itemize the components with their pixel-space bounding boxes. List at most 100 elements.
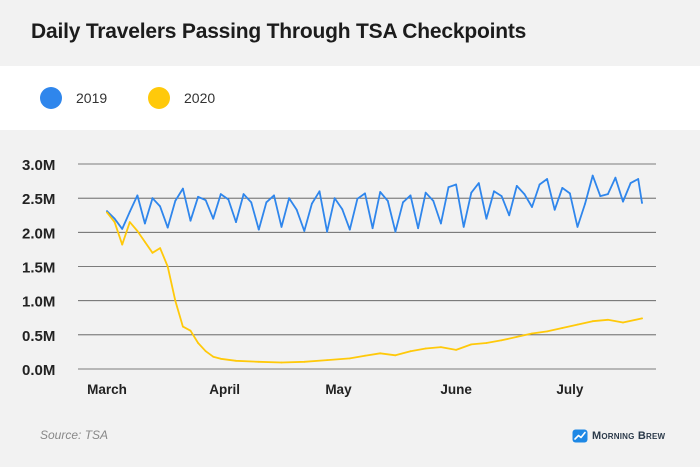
- data-point-2020: [136, 230, 139, 232]
- data-point-2019: [493, 190, 495, 193]
- data-point-2019: [409, 194, 412, 197]
- x-tick-label: March: [87, 382, 127, 397]
- data-point-2020: [591, 320, 594, 323]
- data-point-2020: [128, 221, 131, 223]
- y-tick-label: 3.0M: [22, 157, 55, 174]
- legend-label-2020: 2020: [184, 90, 216, 106]
- data-point-2020: [303, 360, 306, 363]
- y-tick-label: 2.0M: [22, 225, 55, 242]
- brand-name: Morning Brew: [592, 430, 666, 442]
- series-line-2019: [106, 174, 643, 233]
- data-point-2019: [629, 182, 632, 184]
- data-point-2020: [561, 327, 564, 329]
- data-point-2020: [219, 357, 222, 360]
- data-point-2019: [553, 208, 556, 211]
- data-point-2020: [189, 329, 192, 332]
- data-point-2019: [599, 195, 602, 197]
- data-point-2019: [364, 192, 366, 195]
- series-line-2020: [106, 211, 643, 364]
- data-point-2019: [440, 222, 442, 225]
- data-point-2019: [280, 226, 283, 228]
- data-point-2020: [622, 321, 624, 324]
- data-point-2020: [204, 350, 207, 353]
- data-point-2019: [386, 200, 389, 202]
- data-point-2019: [128, 210, 131, 213]
- data-point-2019: [250, 201, 253, 204]
- data-point-2019: [455, 183, 457, 186]
- data-point-2020: [515, 336, 518, 338]
- data-point-2019: [227, 198, 230, 201]
- data-point-2019: [121, 228, 124, 230]
- data-point-2020: [546, 330, 548, 333]
- data-point-2019: [318, 190, 321, 193]
- legend-label-2019: 2019: [76, 90, 108, 106]
- x-tick-label: July: [556, 382, 584, 397]
- data-point-2020: [106, 211, 108, 214]
- data-point-2020: [121, 243, 124, 246]
- data-point-2020: [280, 361, 283, 364]
- data-point-2020: [470, 343, 473, 346]
- data-point-2019: [394, 230, 397, 233]
- data-point-2019: [584, 202, 586, 205]
- data-point-2019: [379, 191, 382, 193]
- data-point-2019: [515, 185, 518, 187]
- y-tick-label: 1.5M: [22, 260, 55, 277]
- data-point-2019: [402, 201, 404, 204]
- data-point-2019: [235, 221, 237, 223]
- data-point-2020: [576, 323, 579, 326]
- data-point-2020: [197, 342, 200, 344]
- data-point-2020: [500, 339, 503, 342]
- data-point-2019: [113, 217, 116, 220]
- chart-header: Daily Travelers Passing Through TSA Chec…: [0, 0, 700, 66]
- data-point-2020: [607, 318, 609, 321]
- data-point-2019: [447, 186, 450, 189]
- data-point-2019: [538, 183, 541, 186]
- data-point-2019: [166, 226, 169, 229]
- x-tick-label: June: [440, 382, 472, 397]
- data-point-2019: [477, 182, 480, 184]
- data-point-2020: [379, 352, 382, 355]
- data-point-2019: [204, 199, 207, 202]
- data-point-2020: [113, 221, 116, 223]
- data-point-2019: [265, 201, 268, 204]
- data-point-2020: [455, 349, 457, 351]
- data-point-2019: [242, 193, 245, 195]
- data-point-2019: [273, 194, 275, 197]
- data-point-2020: [440, 346, 442, 348]
- legend-item-2019: 2019: [40, 86, 107, 110]
- data-point-2019: [561, 187, 564, 189]
- data-point-2020: [326, 359, 328, 361]
- data-point-2019: [523, 193, 526, 195]
- data-point-2020: [364, 354, 366, 357]
- morning-brew-logo-icon: [572, 429, 588, 443]
- data-point-2019: [607, 193, 609, 195]
- data-point-2019: [288, 197, 290, 200]
- data-point-2019: [219, 193, 222, 195]
- data-point-2019: [591, 174, 594, 177]
- chart-area: 0.0M 0.5M 1.0M 1.5M 2.0M 2.5M 3.0M March April Ma…: [0, 130, 700, 420]
- y-tick-label: 2.5M: [22, 191, 55, 208]
- data-point-2019: [333, 197, 336, 200]
- data-point-2019: [257, 228, 260, 231]
- data-point-2020: [485, 342, 488, 344]
- data-point-2019: [424, 191, 427, 194]
- data-point-2019: [144, 222, 146, 225]
- data-point-2019: [417, 227, 419, 230]
- data-point-2020: [424, 347, 427, 350]
- data-point-2020: [394, 354, 397, 357]
- line-chart: 0.0M 0.5M 1.0M 1.5M 2.0M 2.5M 3.0M March April Ma…: [22, 157, 656, 397]
- data-point-2019: [151, 197, 154, 200]
- data-point-2019: [197, 195, 200, 198]
- data-point-2019: [136, 194, 139, 197]
- data-point-2020: [531, 332, 533, 335]
- data-point-2019: [462, 226, 465, 228]
- data-point-2019: [326, 230, 328, 233]
- source-note: Source: TSA: [40, 428, 109, 442]
- data-point-2019: [303, 230, 306, 232]
- data-point-2020: [166, 265, 169, 268]
- data-point-2019: [637, 178, 640, 180]
- data-point-2019: [295, 208, 298, 211]
- data-point-2019: [500, 195, 503, 197]
- x-tick-label: April: [209, 382, 240, 397]
- data-point-2019: [341, 208, 344, 210]
